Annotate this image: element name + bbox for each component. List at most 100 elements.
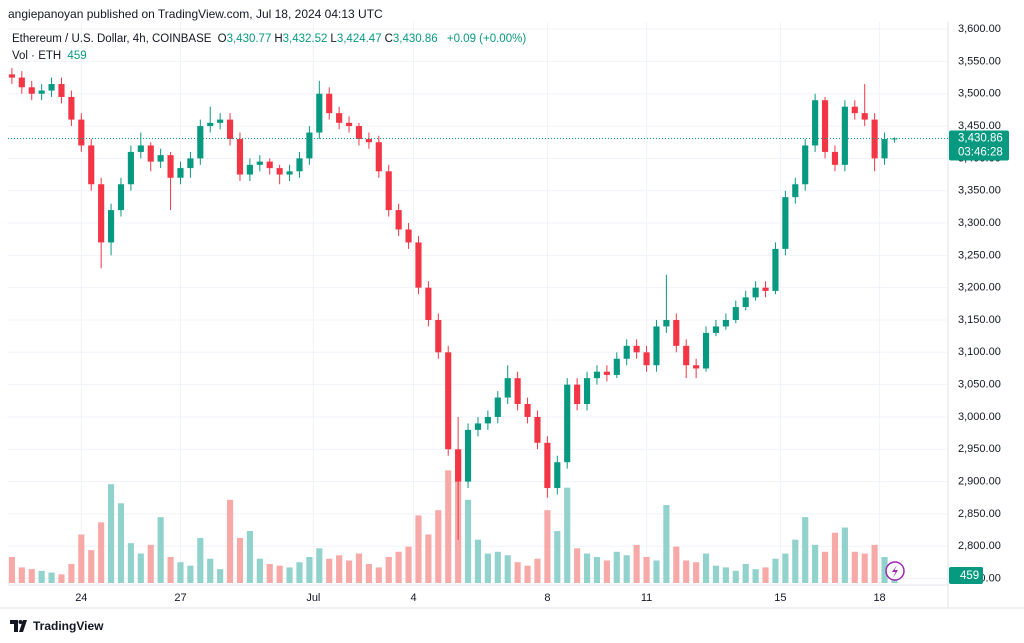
volume-bar — [841, 527, 848, 583]
volume-bar — [266, 563, 273, 583]
volume-bar — [752, 569, 759, 583]
volume-bar — [464, 499, 472, 583]
volume-bar — [167, 557, 174, 583]
y-tick-label: 2,950.00 — [958, 443, 1001, 455]
candle-body — [663, 319, 670, 327]
volume-bar — [782, 553, 789, 583]
volume-badge — [949, 567, 983, 585]
volume-bar — [712, 565, 720, 583]
volume-bar — [484, 553, 491, 583]
candle-body — [831, 151, 839, 165]
y-tick-label: 2,900.00 — [958, 475, 1001, 487]
volume-bar — [663, 505, 670, 583]
volume-bar — [504, 555, 511, 583]
candle-body — [643, 352, 650, 366]
volume-bar — [226, 499, 234, 583]
candle-body — [316, 93, 323, 133]
volume-bar — [127, 543, 134, 583]
price-badge — [949, 130, 1009, 161]
candle-body — [524, 404, 531, 417]
volume-bar — [514, 562, 521, 583]
volume-bar — [821, 551, 829, 583]
volume-bar — [197, 537, 204, 583]
volume-bar — [583, 553, 591, 583]
volume-bar — [871, 544, 878, 583]
candle-body — [355, 126, 363, 139]
x-tick-label: 24 — [75, 592, 87, 604]
volume-title: Vol · ETH — [12, 50, 62, 62]
volume-bar — [88, 550, 95, 583]
candle-body — [732, 307, 739, 320]
volume-bar — [296, 562, 303, 583]
volume-bar — [187, 565, 194, 583]
volume-bar — [98, 522, 105, 583]
candle-body — [137, 145, 144, 152]
volume-bar — [58, 574, 65, 583]
candle-body — [871, 119, 878, 159]
candle-body — [742, 297, 749, 308]
candle-body — [157, 155, 164, 162]
logo — [10, 620, 27, 632]
candle-body — [821, 100, 829, 152]
volume-bar — [236, 537, 244, 583]
candle-body — [782, 197, 789, 249]
y-tick-label: 3,100.00 — [958, 346, 1001, 358]
volume-bar — [425, 534, 432, 583]
ohlc-label: H — [274, 33, 283, 45]
volume-bar — [316, 548, 323, 583]
candle-body — [633, 345, 640, 353]
volume-bar — [107, 484, 115, 583]
volume-bar — [792, 539, 799, 583]
volume-last-label: 459 — [960, 570, 979, 582]
volume-bar — [137, 553, 144, 583]
candle-body — [891, 138, 898, 140]
volume-legend: Vol · ETH 459 — [12, 50, 90, 62]
volume-bar — [345, 560, 353, 583]
volume-bar — [732, 570, 739, 583]
candle-body — [256, 161, 263, 165]
volume-bar — [207, 558, 214, 583]
volume-bar — [474, 539, 482, 583]
candle-body — [504, 378, 511, 398]
candle-body — [68, 96, 75, 120]
candle-body — [286, 171, 293, 175]
volume-bar — [395, 551, 402, 583]
symbol: Ethereum / U.S. Dollar, 4h, COINBASE — [12, 33, 212, 45]
candle-body — [653, 326, 660, 366]
candle-body — [702, 332, 710, 369]
countdown: 03:46:28 — [958, 146, 1003, 158]
candle-body — [147, 145, 154, 162]
brand: TradingView — [33, 619, 104, 633]
volume-bar — [256, 558, 263, 583]
candle-body — [187, 158, 194, 169]
y-tick-label: 2,850.00 — [958, 508, 1001, 520]
candle-body — [58, 84, 65, 97]
candle-body — [107, 210, 115, 243]
candle-body — [226, 119, 234, 139]
grid — [8, 22, 948, 585]
change: +0.09 (+0.00%) — [446, 33, 527, 45]
y-tick-label: 3,250.00 — [958, 249, 1001, 261]
volume-value: 459 — [67, 50, 87, 62]
candle-body — [177, 168, 184, 178]
volume-bar — [117, 503, 125, 583]
x-tick-label: 15 — [774, 592, 786, 604]
candle-body — [484, 416, 491, 424]
candle-body — [236, 138, 244, 175]
volume-bar — [554, 531, 561, 583]
ohlc-label: L — [330, 33, 337, 45]
candle-body — [207, 122, 214, 127]
volume-bar — [336, 555, 343, 583]
candle-body — [762, 287, 769, 291]
volume-bar — [246, 531, 253, 583]
y-tick-label: 3,500.00 — [958, 88, 1001, 100]
y-tick-label: 3,050.00 — [958, 379, 1001, 391]
volume-bar — [157, 517, 164, 583]
candle-body — [712, 326, 720, 333]
volume-bar — [742, 563, 749, 583]
candle-body — [8, 74, 15, 78]
volume-bar — [673, 546, 680, 583]
volume-bar — [217, 569, 224, 583]
candle-body — [851, 106, 858, 114]
